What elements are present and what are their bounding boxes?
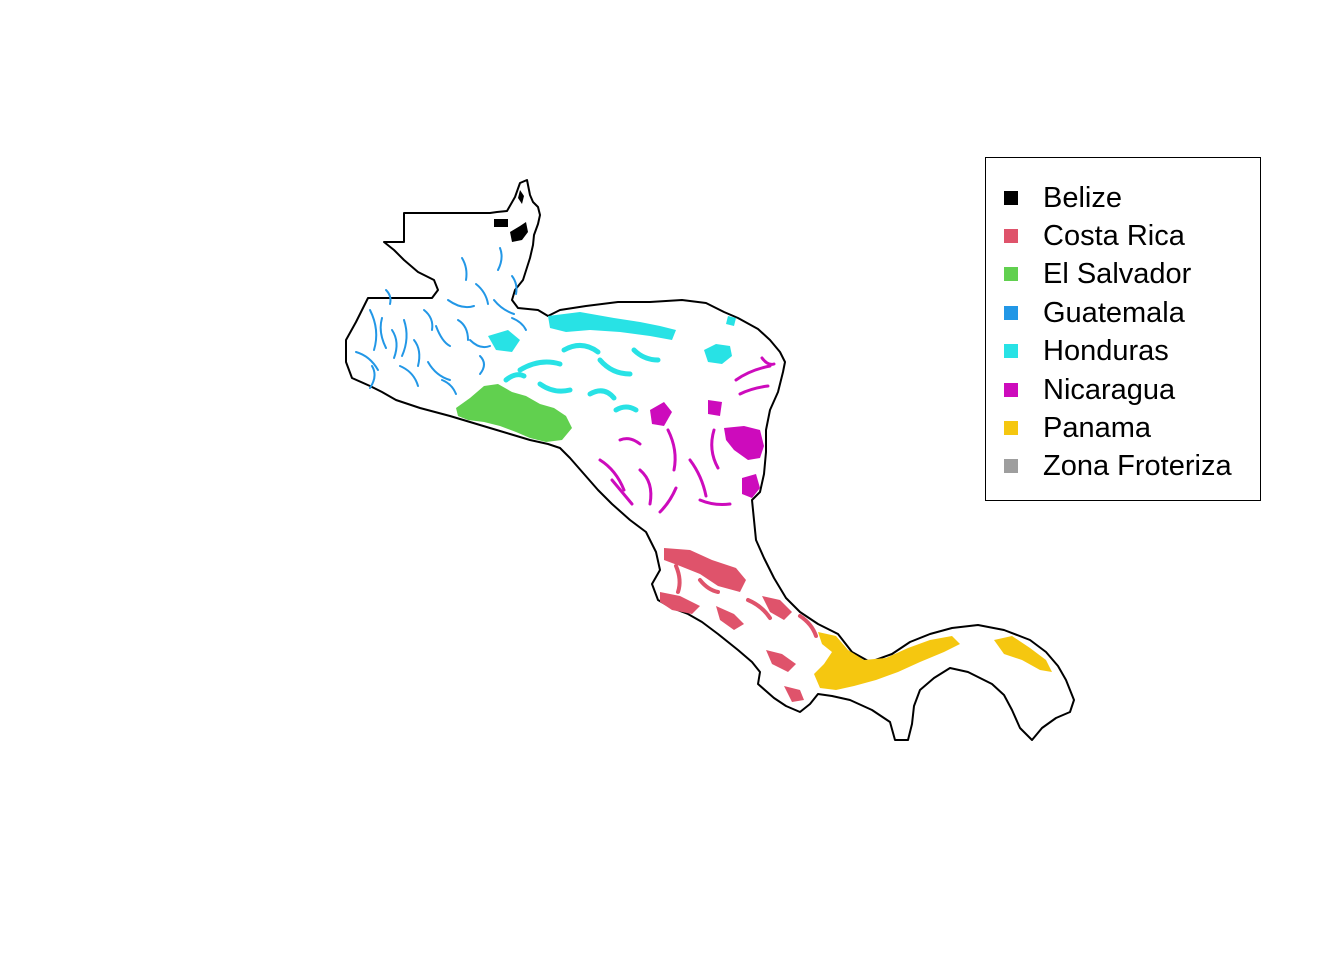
costa-rica-regions [660, 548, 818, 702]
el-salvador-regions [456, 384, 572, 442]
legend-label-panama: Panama [1043, 411, 1152, 444]
legend-swatch-guatemala [1004, 306, 1018, 320]
guatemala-regions [355, 247, 527, 395]
legend-swatch-zona-froteriza [1004, 459, 1018, 473]
legend-label-el-salvador: El Salvador [1043, 257, 1192, 290]
panama-regions [814, 632, 1052, 690]
belize-regions [494, 190, 528, 242]
legend-swatch-panama [1004, 421, 1018, 435]
honduras-regions [488, 312, 736, 413]
legend-item-belize: Belize [1004, 182, 1122, 214]
legend-label-honduras: Honduras [1043, 334, 1169, 367]
legend-label-belize: Belize [1043, 181, 1122, 214]
legend-label-costa-rica: Costa Rica [1043, 219, 1185, 252]
map-legend: Belize Costa Rica El Salvador Guatemala … [985, 157, 1261, 501]
legend-label-nicaragua: Nicaragua [1043, 373, 1176, 406]
legend-item-zona-froteriza: Zona Froteriza [1004, 450, 1232, 482]
legend-swatch-nicaragua [1004, 383, 1018, 397]
legend-label-zona-froteriza: Zona Froteriza [1043, 449, 1232, 482]
legend-item-panama: Panama [1004, 412, 1151, 444]
legend-swatch-belize [1004, 191, 1018, 205]
legend-item-nicaragua: Nicaragua [1004, 374, 1175, 406]
legend-swatch-costa-rica [1004, 229, 1018, 243]
legend-swatch-honduras [1004, 344, 1018, 358]
legend-item-costa-rica: Costa Rica [1004, 220, 1185, 252]
legend-item-guatemala: Guatemala [1004, 297, 1185, 329]
region-outline [345, 179, 1075, 741]
legend-swatch-el-salvador [1004, 267, 1018, 281]
nicaragua-regions [598, 356, 776, 514]
legend-label-guatemala: Guatemala [1043, 296, 1185, 329]
legend-item-honduras: Honduras [1004, 335, 1169, 367]
legend-item-el-salvador: El Salvador [1004, 258, 1191, 290]
